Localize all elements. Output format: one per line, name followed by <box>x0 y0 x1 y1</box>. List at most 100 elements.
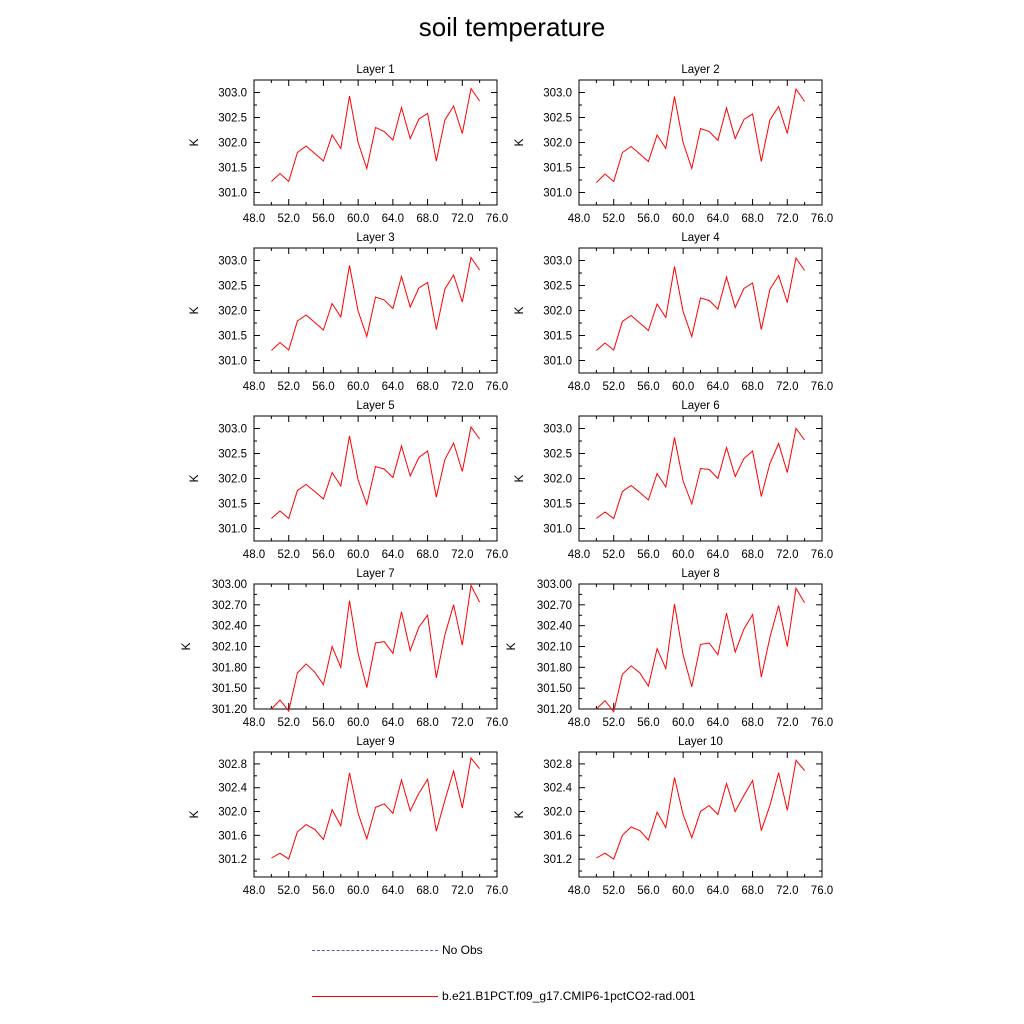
y-tick-label: 303.00 <box>212 579 247 591</box>
panel-title: Layer 6 <box>681 400 719 412</box>
y-tick-label: 302.0 <box>543 474 572 486</box>
y-tick-label: 302.0 <box>218 807 247 819</box>
x-tick-label: 68.0 <box>416 381 438 393</box>
y-tick-label: 302.0 <box>218 138 247 150</box>
y-tick-label: 302.5 <box>543 449 572 461</box>
series-line <box>596 586 806 713</box>
y-tick-label: 301.5 <box>218 499 247 511</box>
series-line <box>596 256 806 351</box>
x-tick-label: 52.0 <box>603 213 625 225</box>
x-tick-label: 52.0 <box>278 381 300 393</box>
x-tick-label: 76.0 <box>486 213 508 225</box>
x-tick-label: 56.0 <box>312 549 334 561</box>
x-tick-label: 52.0 <box>603 381 625 393</box>
x-tick-label: 56.0 <box>312 885 334 897</box>
x-tick-label: 68.0 <box>741 213 763 225</box>
x-tick-label: 48.0 <box>568 549 590 561</box>
plot-frame <box>253 247 498 374</box>
x-tick-label: 60.0 <box>347 381 369 393</box>
series-line <box>271 756 480 860</box>
x-tick-label: 68.0 <box>416 213 438 225</box>
x-tick-label: 52.0 <box>603 885 625 897</box>
y-tick-label: 302.10 <box>537 642 572 654</box>
y-tick-label: 302.5 <box>218 113 247 125</box>
x-tick-label: 68.0 <box>741 885 763 897</box>
y-tick-label: 301.5 <box>218 331 247 343</box>
x-tick-label: 72.0 <box>776 381 798 393</box>
x-tick-label: 48.0 <box>243 213 265 225</box>
x-tick-label: 72.0 <box>776 549 798 561</box>
x-tick-label: 56.0 <box>312 717 334 729</box>
y-tick-label: 302.8 <box>543 759 572 771</box>
x-tick-label: 52.0 <box>278 885 300 897</box>
y-tick-label: 302.4 <box>543 783 572 795</box>
y-tick-label: 303.0 <box>218 256 247 268</box>
y-axis-label: K <box>512 306 526 314</box>
series-line <box>596 427 806 520</box>
x-tick-label: 72.0 <box>451 885 473 897</box>
x-tick-label: 56.0 <box>637 885 659 897</box>
y-tick-label: 301.80 <box>212 662 247 674</box>
x-tick-label: 48.0 <box>243 381 265 393</box>
y-tick-label: 301.50 <box>537 683 572 695</box>
x-tick-label: 60.0 <box>672 717 694 729</box>
series-line <box>596 759 805 860</box>
y-tick-label: 303.0 <box>218 424 247 436</box>
plot-frame <box>253 751 498 878</box>
y-tick-label: 301.20 <box>212 704 247 716</box>
legend-item-model-run: b.e21.B1PCT.f09_g17.CMIP6-1pctCO2-rad.00… <box>312 988 695 1004</box>
y-tick-label: 301.5 <box>543 499 572 511</box>
y-tick-label: 302.5 <box>218 281 247 293</box>
y-tick-label: 301.6 <box>218 830 247 842</box>
y-tick-label: 301.2 <box>543 854 572 866</box>
x-tick-label: 72.0 <box>776 717 798 729</box>
x-tick-label: 56.0 <box>637 213 659 225</box>
series-line <box>271 87 481 183</box>
x-tick-label: 48.0 <box>568 717 590 729</box>
y-axis-label: K <box>504 642 518 650</box>
plot-frame <box>253 415 498 542</box>
x-tick-label: 76.0 <box>486 885 508 897</box>
x-tick-label: 76.0 <box>811 213 833 225</box>
x-tick-label: 76.0 <box>486 549 508 561</box>
y-axis-label: K <box>512 138 526 146</box>
y-tick-label: 301.5 <box>218 163 247 175</box>
x-tick-label: 76.0 <box>811 381 833 393</box>
x-tick-label: 60.0 <box>672 213 694 225</box>
y-tick-label: 302.4 <box>218 783 247 795</box>
plot-frame <box>578 79 823 206</box>
y-axis-label: K <box>187 306 201 314</box>
x-tick-label: 72.0 <box>451 717 473 729</box>
x-tick-label: 64.0 <box>382 549 404 561</box>
x-tick-label: 52.0 <box>278 549 300 561</box>
panel-title: Layer 9 <box>356 736 394 748</box>
y-tick-label: 303.0 <box>218 88 247 100</box>
y-tick-label: 303.0 <box>543 88 572 100</box>
x-tick-label: 64.0 <box>707 717 729 729</box>
y-tick-label: 302.0 <box>218 474 247 486</box>
x-tick-label: 72.0 <box>776 885 798 897</box>
legend-item-no-obs: No Obs <box>312 942 483 958</box>
x-tick-label: 72.0 <box>451 213 473 225</box>
plot-frame <box>253 583 498 710</box>
x-tick-label: 60.0 <box>672 885 694 897</box>
x-tick-label: 60.0 <box>672 381 694 393</box>
panel-title: Layer 2 <box>681 64 719 76</box>
x-tick-label: 72.0 <box>451 549 473 561</box>
x-tick-label: 60.0 <box>347 549 369 561</box>
y-tick-label: 301.2 <box>218 854 247 866</box>
panel-title: Layer 10 <box>678 736 723 748</box>
y-tick-label: 301.20 <box>537 704 572 716</box>
panel-title: Layer 3 <box>356 232 394 244</box>
x-tick-label: 52.0 <box>603 717 625 729</box>
y-tick-label: 302.0 <box>218 306 247 318</box>
x-tick-label: 72.0 <box>451 381 473 393</box>
x-tick-label: 48.0 <box>568 885 590 897</box>
panel-title: Layer 4 <box>681 232 720 244</box>
x-tick-label: 60.0 <box>347 213 369 225</box>
x-tick-label: 68.0 <box>416 717 438 729</box>
legend-label-no-obs: No Obs <box>442 943 483 957</box>
x-tick-label: 64.0 <box>707 549 729 561</box>
x-tick-label: 64.0 <box>382 885 404 897</box>
